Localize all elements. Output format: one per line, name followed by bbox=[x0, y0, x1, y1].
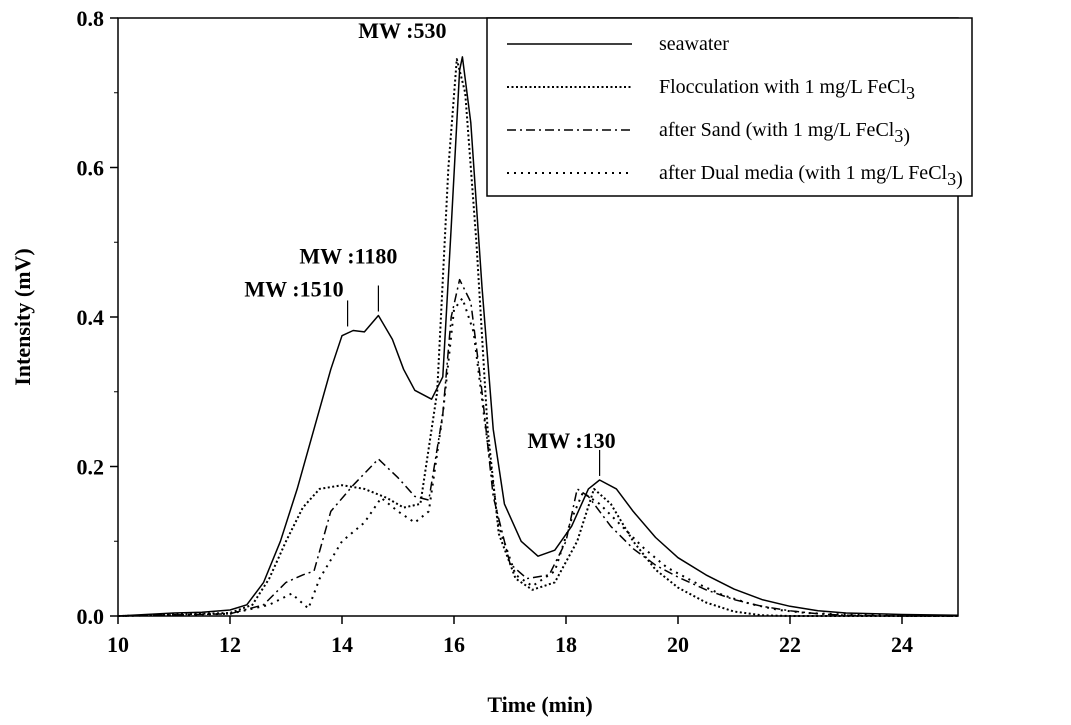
y-tick-label: 0.6 bbox=[77, 156, 105, 181]
legend-label-3: after Sand (with 1 mg/L FeCl3) bbox=[659, 119, 910, 147]
series-line-1 bbox=[117, 56, 959, 617]
series-line-2 bbox=[117, 58, 958, 617]
y-tick-label: 0.4 bbox=[77, 305, 105, 330]
x-tick-label: 10 bbox=[107, 632, 129, 657]
x-tick-label: 18 bbox=[555, 632, 577, 657]
x-axis-label: Time (min) bbox=[487, 692, 592, 717]
x-tick-label: 20 bbox=[667, 632, 689, 657]
legend-label-2: Flocculation with 1 mg/L FeCl3 bbox=[659, 76, 915, 103]
y-tick-label: 0.2 bbox=[77, 455, 105, 480]
y-axis-label: Intensity (mV) bbox=[10, 248, 35, 386]
legend-label-1: seawater bbox=[659, 33, 729, 55]
annotation-label: MW :530 bbox=[358, 18, 446, 43]
y-tick-label: 0.8 bbox=[77, 6, 105, 31]
annotation-label: MW :1510 bbox=[244, 276, 343, 301]
annotation-label: MW :130 bbox=[527, 428, 615, 453]
x-tick-label: 24 bbox=[891, 632, 913, 657]
x-tick-label: 12 bbox=[219, 632, 241, 657]
x-tick-label: 22 bbox=[779, 632, 801, 657]
series-line-4 bbox=[117, 297, 958, 617]
legend: seawater Flocculation with 1 mg/L FeCl3 af… bbox=[486, 17, 973, 197]
annotation-label: MW :1180 bbox=[299, 244, 397, 269]
y-tick-label: 0.0 bbox=[77, 604, 105, 629]
x-tick-label: 16 bbox=[443, 632, 465, 657]
series-line-3 bbox=[117, 278, 958, 617]
legend-label-4: after Dual media (with 1 mg/L FeCl3) bbox=[659, 162, 963, 190]
legend-box bbox=[486, 17, 973, 197]
x-tick-label: 14 bbox=[331, 632, 353, 657]
